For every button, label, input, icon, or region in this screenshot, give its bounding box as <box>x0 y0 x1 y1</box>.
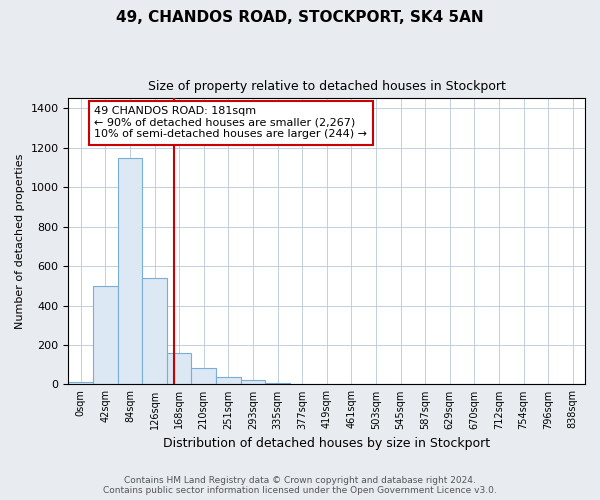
X-axis label: Distribution of detached houses by size in Stockport: Distribution of detached houses by size … <box>163 437 490 450</box>
Bar <box>118 158 142 384</box>
Text: 49, CHANDOS ROAD, STOCKPORT, SK4 5AN: 49, CHANDOS ROAD, STOCKPORT, SK4 5AN <box>116 10 484 25</box>
Bar <box>142 278 167 384</box>
Bar <box>241 380 265 384</box>
Y-axis label: Number of detached properties: Number of detached properties <box>15 154 25 329</box>
Bar <box>216 376 241 384</box>
Bar <box>93 286 118 384</box>
Title: Size of property relative to detached houses in Stockport: Size of property relative to detached ho… <box>148 80 506 93</box>
Bar <box>167 353 191 384</box>
Text: Contains HM Land Registry data © Crown copyright and database right 2024.
Contai: Contains HM Land Registry data © Crown c… <box>103 476 497 495</box>
Bar <box>191 368 216 384</box>
Text: 49 CHANDOS ROAD: 181sqm
← 90% of detached houses are smaller (2,267)
10% of semi: 49 CHANDOS ROAD: 181sqm ← 90% of detache… <box>94 106 367 140</box>
Bar <box>68 382 93 384</box>
